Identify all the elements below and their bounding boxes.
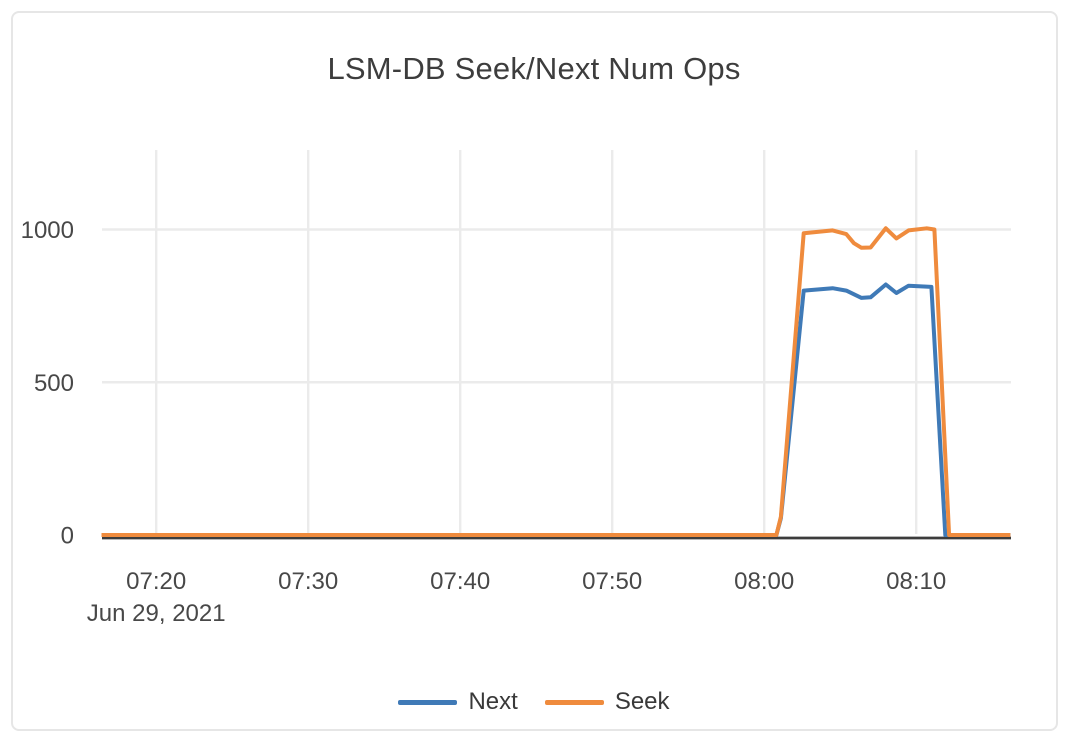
legend-item-next[interactable]: Next (398, 688, 518, 716)
legend-item-seek[interactable]: Seek (544, 688, 670, 716)
chart-card (11, 11, 1058, 731)
next-series-swatch (398, 699, 458, 705)
x-axis-date-label: Jun 29, 2021 (87, 600, 226, 627)
x-tick-label: 07:40 (430, 568, 490, 595)
y-tick-label: 1000 (21, 217, 74, 244)
x-tick-label: 07:50 (582, 568, 642, 595)
y-tick-label: 500 (34, 370, 74, 397)
series-line-next (101, 282, 1011, 537)
x-tick-label: 08:10 (886, 568, 946, 595)
y-tick-label: 0 (61, 523, 74, 550)
legend: Next Seek (0, 686, 1068, 718)
chart-title: LSM-DB Seek/Next Num Ops (327, 51, 741, 86)
series-line-seek (101, 226, 1011, 537)
x-tick-label: 07:20 (126, 568, 186, 595)
seek-series-swatch (544, 699, 604, 705)
legend-label-next: Next (468, 688, 518, 715)
legend-label-seek: Seek (614, 688, 670, 715)
x-tick-label: 07:30 (278, 568, 338, 595)
x-tick-label: 08:00 (734, 568, 794, 595)
